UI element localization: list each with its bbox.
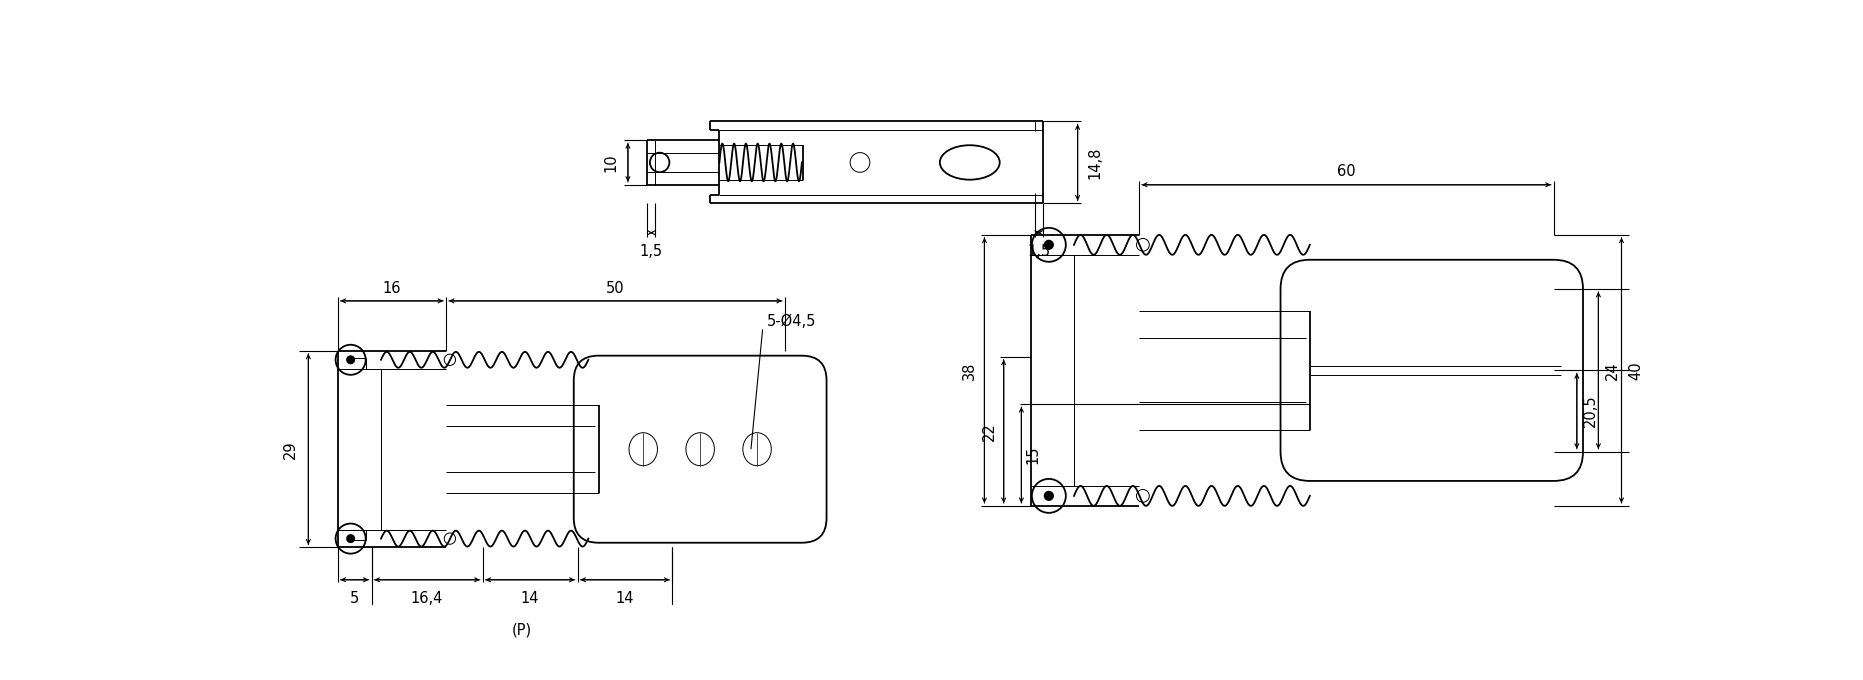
Text: 16: 16 [382,282,401,296]
Text: 60: 60 [1338,165,1356,180]
Text: 40: 40 [1628,361,1643,379]
Text: 38: 38 [961,361,976,379]
Text: 16,4: 16,4 [412,590,443,606]
Text: 10: 10 [604,153,619,172]
Text: 24: 24 [1604,361,1619,379]
Text: 50: 50 [605,282,624,296]
Text: 5: 5 [350,590,360,606]
Text: 5-Ø4,5: 5-Ø4,5 [766,313,816,328]
Text: 29: 29 [283,440,298,458]
Circle shape [347,355,356,364]
Text: 15: 15 [1025,446,1040,464]
Circle shape [1043,240,1054,250]
Circle shape [347,534,356,543]
Text: (P): (P) [512,623,533,638]
Text: 14: 14 [522,590,538,606]
Text: 20,5: 20,5 [1584,394,1598,427]
Text: 22: 22 [982,422,997,441]
Text: 1,5: 1,5 [1027,244,1051,259]
Text: 14: 14 [615,590,633,606]
Text: 14,8: 14,8 [1086,146,1103,179]
Text: 1,5: 1,5 [639,244,663,259]
Circle shape [1043,491,1054,501]
